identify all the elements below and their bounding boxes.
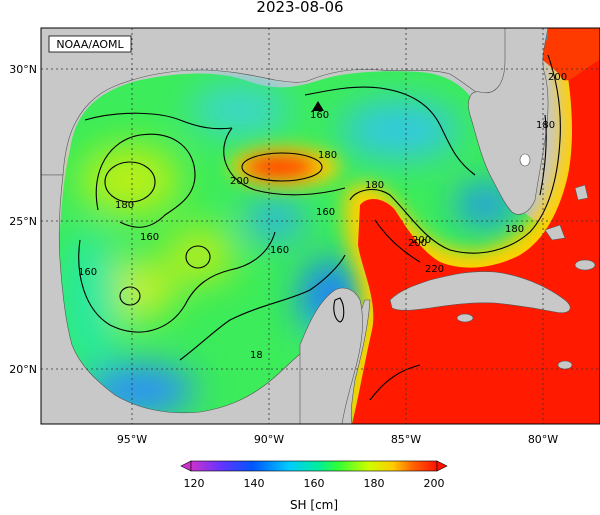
florida xyxy=(468,28,549,215)
loop-current xyxy=(352,34,600,424)
colorbar-bar xyxy=(190,460,438,472)
contour-label: 160 xyxy=(316,207,335,218)
contour-label: 200 xyxy=(230,176,249,187)
colorbar-tick: 140 xyxy=(244,477,265,490)
lon-label: 85°W xyxy=(391,433,421,446)
lat-label: 20°N xyxy=(9,363,37,376)
map-title: 2023-08-06 xyxy=(256,0,344,16)
yucatan xyxy=(299,287,363,424)
graticule xyxy=(41,28,600,424)
contour-label: 180 xyxy=(318,150,337,161)
contour-label: 220 xyxy=(425,264,444,275)
contour-label: 160 xyxy=(270,245,289,256)
contour-labels: 180 180 200 160 180 160 160 160 180 200 … xyxy=(78,72,567,361)
credit-box xyxy=(48,35,132,53)
contour-label: 18 xyxy=(250,350,263,361)
map-frame xyxy=(40,27,600,425)
colorbar-max-arrow xyxy=(436,460,448,472)
land-masses xyxy=(41,28,596,424)
ssh-field: 180 180 200 160 180 160 160 160 180 200 … xyxy=(41,28,600,424)
contour-label: 180 xyxy=(115,200,134,211)
contours xyxy=(78,54,561,401)
lat-label: 30°N xyxy=(9,63,37,76)
lon-label: 95°W xyxy=(117,433,147,446)
contour-label: 180 xyxy=(365,180,384,191)
cuba xyxy=(389,271,571,313)
colorbar-min-arrow xyxy=(180,460,192,472)
lon-label: 90°W xyxy=(254,433,284,446)
lon-label: 80°W xyxy=(528,433,558,446)
colorbar-label: SH [cm] xyxy=(290,498,338,512)
contour-label: 200 xyxy=(408,238,427,249)
contour-label: 160 xyxy=(140,232,159,243)
credit-label: NOAA/AOML xyxy=(56,38,124,51)
lat-label: 25°N xyxy=(9,215,37,228)
colorbar: 120 140 160 180 200 SH [cm] xyxy=(180,460,448,512)
contour-label: 180 xyxy=(505,224,524,235)
colorbar-tick: 160 xyxy=(304,477,325,490)
colorbar-tick: 200 xyxy=(424,477,445,490)
contour-label: 200 xyxy=(412,235,431,246)
contour-label: 160 xyxy=(78,267,97,278)
contour-label: 180 xyxy=(536,120,555,131)
colorbar-tick: 180 xyxy=(364,477,385,490)
triangle-marker xyxy=(312,101,324,111)
colorbar-tick: 120 xyxy=(184,477,205,490)
contour-label: 160 xyxy=(310,110,329,121)
contour-label: 200 xyxy=(548,72,567,83)
